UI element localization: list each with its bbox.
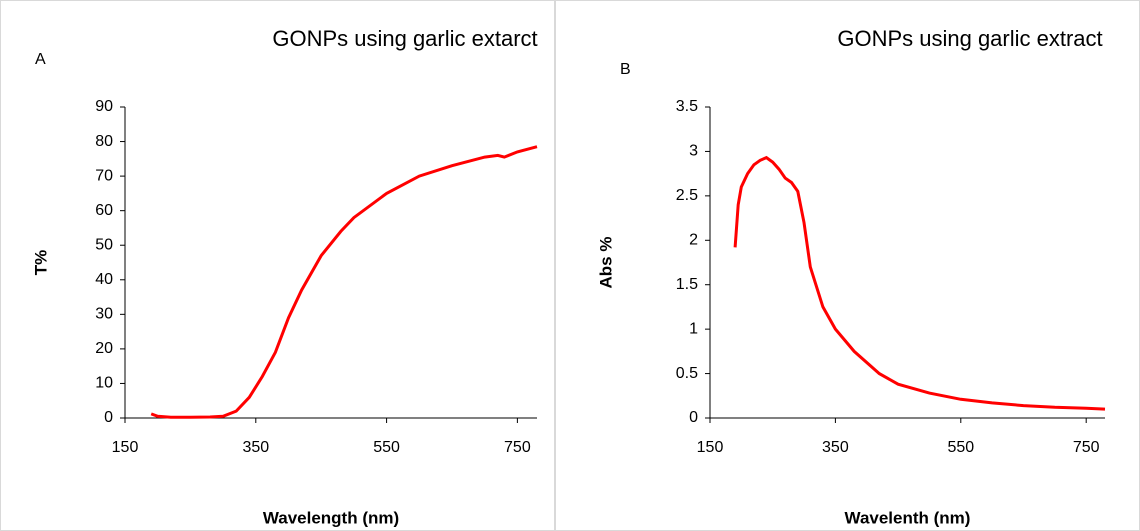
x-tick-label: 550 xyxy=(947,439,974,456)
x-tick-label: 550 xyxy=(373,439,400,456)
y-tick-label: 1.5 xyxy=(676,276,698,293)
x-tick-label: 150 xyxy=(112,439,139,456)
chart-title: GONPs using garlic extarct xyxy=(272,26,537,51)
y-tick-label: 3.5 xyxy=(676,98,698,115)
y-tick-label: 0.5 xyxy=(676,365,698,382)
x-axis-label: Wavelenth (nm) xyxy=(845,508,971,527)
x-tick-label: 350 xyxy=(822,439,849,456)
y-tick-label: 80 xyxy=(95,133,113,150)
y-tick-label: 70 xyxy=(95,167,113,184)
y-tick-label: 0 xyxy=(689,409,698,426)
y-tick-label: 3 xyxy=(689,143,698,160)
y-tick-label: 30 xyxy=(95,306,113,323)
y-tick-label: 20 xyxy=(95,340,113,357)
data-line xyxy=(733,155,1106,411)
y-tick-label: 40 xyxy=(95,271,113,288)
y-tick-label: 90 xyxy=(95,98,113,115)
y-axis-label: T% xyxy=(31,250,50,276)
panel-label: B xyxy=(620,61,631,78)
y-axis-label: Abs % xyxy=(596,237,615,289)
panel-border xyxy=(0,0,555,531)
x-tick-label: 150 xyxy=(697,439,724,456)
y-tick-label: 1 xyxy=(689,320,698,337)
y-tick-label: 10 xyxy=(95,375,113,392)
x-tick-label: 750 xyxy=(1073,439,1100,456)
chart-title: GONPs using garlic extract xyxy=(837,26,1102,51)
x-tick-label: 350 xyxy=(242,439,269,456)
y-tick-label: 60 xyxy=(95,202,113,219)
x-tick-label: 750 xyxy=(504,439,531,456)
y-tick-label: 0 xyxy=(104,409,113,426)
y-tick-label: 50 xyxy=(95,236,113,253)
panel-label: A xyxy=(35,51,46,68)
y-tick-label: 2 xyxy=(689,232,698,249)
y-tick-label: 2.5 xyxy=(676,187,698,204)
x-axis-label: Wavelength (nm) xyxy=(263,508,399,527)
data-line xyxy=(150,145,538,419)
